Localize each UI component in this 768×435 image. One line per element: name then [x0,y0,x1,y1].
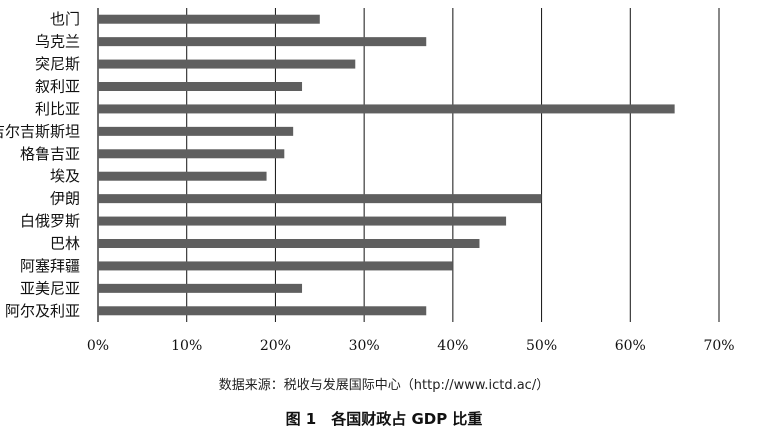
bar [98,82,303,91]
figure-title: 图 1 各国财政占 GDP 比重 [285,410,483,428]
bar [98,194,542,204]
category-label: 利比亚 [35,100,80,118]
x-tick-label: 60% [615,338,646,354]
x-tick-label: 50% [526,338,557,354]
category-label: 阿塞拜疆 [20,257,80,275]
category-label: 亚美尼亚 [20,279,80,297]
bar [98,104,675,114]
category-label: 埃及 [50,167,80,185]
bar-chart: 也门乌克兰突尼斯叙利亚利比亚吉尔吉斯斯坦格鲁吉亚埃及伊朗白俄罗斯巴林阿塞拜疆亚美… [0,8,735,354]
category-label: 叙利亚 [35,78,80,96]
bar [98,14,320,24]
bar [98,216,507,226]
category-label: 突尼斯 [35,55,80,73]
bar [98,149,285,159]
bar [98,37,427,47]
x-tick-label: 20% [260,338,291,354]
tick-labels: 0% 10% 20% 30% 40% 50% 60% 70% [87,338,735,354]
x-tick-label: 70% [703,338,734,354]
category-label: 乌克兰 [35,33,80,51]
category-labels: 也门乌克兰突尼斯叙利亚利比亚吉尔吉斯斯坦格鲁吉亚埃及伊朗白俄罗斯巴林阿塞拜疆亚美… [0,10,80,320]
x-tick-label: 10% [171,338,202,354]
category-label: 阿尔及利亚 [5,302,80,320]
x-tick-label: 30% [349,338,380,354]
bar [98,261,453,271]
gridlines [97,8,720,322]
x-tick-label: 0% [87,338,109,354]
category-label: 格鲁吉亚 [20,145,80,163]
category-label: 巴林 [50,235,80,253]
category-label: 伊朗 [50,190,80,208]
category-label: 也门 [50,10,80,28]
bar [98,171,267,181]
x-tick-label: 40% [437,338,468,354]
source-note: 数据来源：税收与发展国际中心（http://www.ictd.ac/） [218,378,550,393]
bar [98,59,356,69]
bar [98,126,294,136]
bars [98,14,675,316]
category-label: 白俄罗斯 [20,212,80,230]
bar [98,306,427,316]
bar [98,239,480,248]
category-label: 吉尔吉斯斯坦 [0,122,80,140]
bar [98,283,303,293]
